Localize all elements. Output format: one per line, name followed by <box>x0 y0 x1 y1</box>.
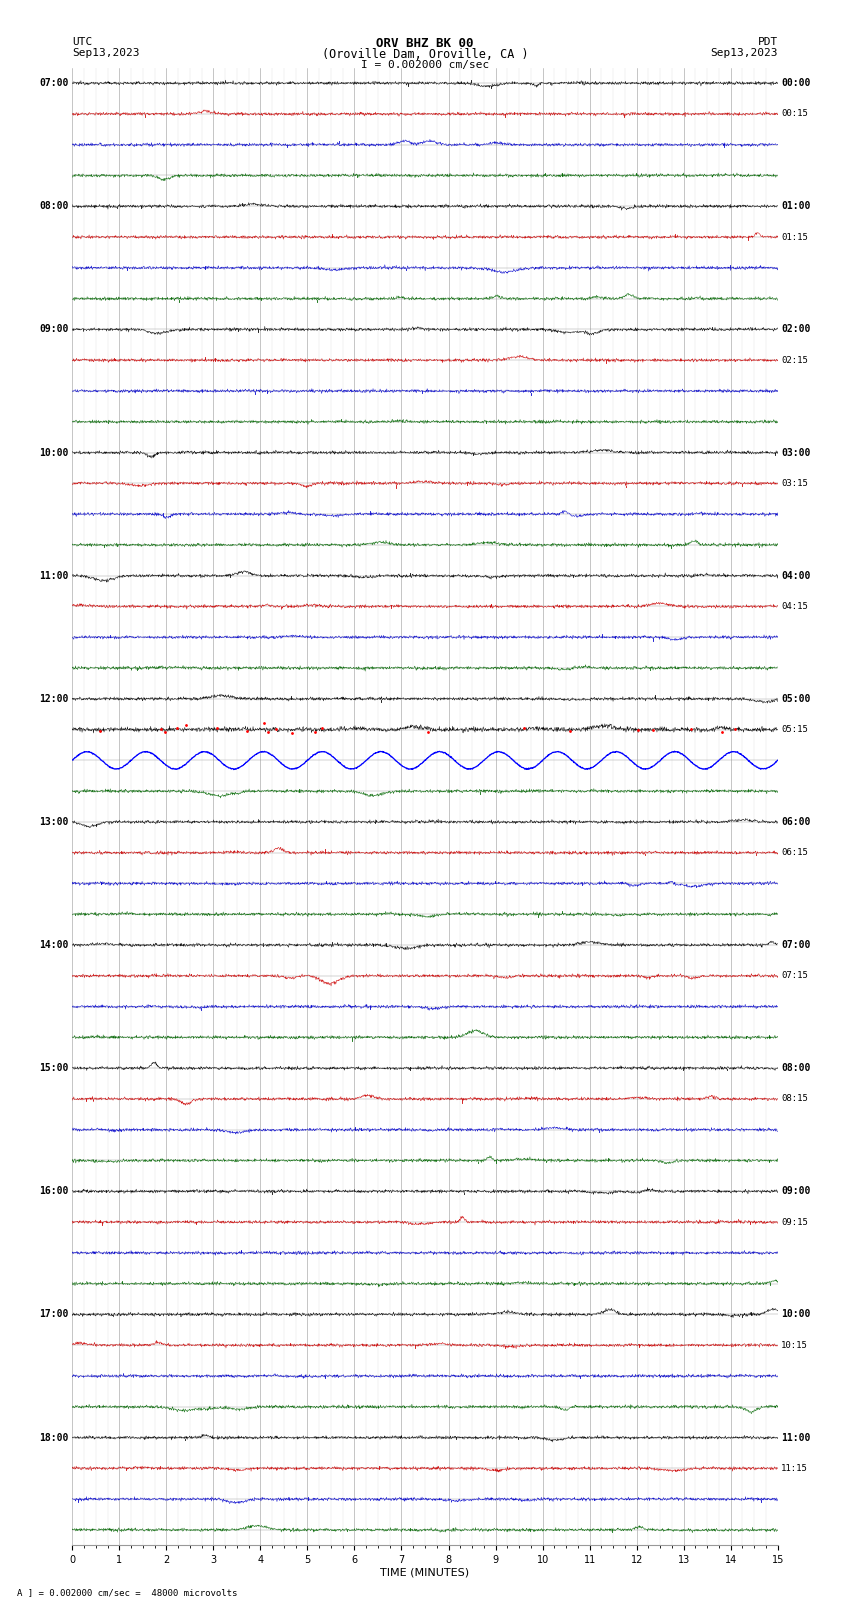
Text: 08:00: 08:00 <box>781 1063 811 1073</box>
Text: PDT: PDT <box>757 37 778 47</box>
Text: 15:00: 15:00 <box>39 1063 69 1073</box>
Text: 17:00: 17:00 <box>39 1310 69 1319</box>
Text: 08:00: 08:00 <box>39 202 69 211</box>
Text: UTC: UTC <box>72 37 93 47</box>
Text: 00:15: 00:15 <box>781 110 808 118</box>
Text: 11:15: 11:15 <box>781 1465 808 1473</box>
Text: 10:00: 10:00 <box>781 1310 811 1319</box>
Text: 09:15: 09:15 <box>781 1218 808 1226</box>
X-axis label: TIME (MINUTES): TIME (MINUTES) <box>381 1568 469 1578</box>
Text: 03:00: 03:00 <box>781 447 811 458</box>
Text: Sep13,2023: Sep13,2023 <box>711 48 778 58</box>
Text: 08:15: 08:15 <box>781 1095 808 1103</box>
Text: Sep13,2023: Sep13,2023 <box>72 48 139 58</box>
Text: 00:00: 00:00 <box>781 77 811 89</box>
Text: 07:00: 07:00 <box>39 77 69 89</box>
Text: ORV BHZ BK 00: ORV BHZ BK 00 <box>377 37 473 50</box>
Text: 09:00: 09:00 <box>781 1186 811 1197</box>
Text: I = 0.002000 cm/sec: I = 0.002000 cm/sec <box>361 60 489 69</box>
Text: 07:15: 07:15 <box>781 971 808 981</box>
Text: 12:00: 12:00 <box>39 694 69 703</box>
Text: A ] = 0.002000 cm/sec =  48000 microvolts: A ] = 0.002000 cm/sec = 48000 microvolts <box>17 1587 237 1597</box>
Text: 10:00: 10:00 <box>39 447 69 458</box>
Text: 05:15: 05:15 <box>781 726 808 734</box>
Text: 02:00: 02:00 <box>781 324 811 334</box>
Text: 09:00: 09:00 <box>39 324 69 334</box>
Text: 11:00: 11:00 <box>781 1432 811 1442</box>
Text: 01:00: 01:00 <box>781 202 811 211</box>
Text: 03:15: 03:15 <box>781 479 808 487</box>
Text: 18:00: 18:00 <box>39 1432 69 1442</box>
Text: 13:00: 13:00 <box>39 816 69 827</box>
Text: 14:00: 14:00 <box>39 940 69 950</box>
Text: 04:00: 04:00 <box>781 571 811 581</box>
Text: (Oroville Dam, Oroville, CA ): (Oroville Dam, Oroville, CA ) <box>321 48 529 61</box>
Text: 06:15: 06:15 <box>781 848 808 857</box>
Text: 02:15: 02:15 <box>781 356 808 365</box>
Text: 07:00: 07:00 <box>781 940 811 950</box>
Text: 16:00: 16:00 <box>39 1186 69 1197</box>
Text: 11:00: 11:00 <box>39 571 69 581</box>
Text: 06:00: 06:00 <box>781 816 811 827</box>
Text: 10:15: 10:15 <box>781 1340 808 1350</box>
Text: 04:15: 04:15 <box>781 602 808 611</box>
Text: 05:00: 05:00 <box>781 694 811 703</box>
Text: 01:15: 01:15 <box>781 232 808 242</box>
